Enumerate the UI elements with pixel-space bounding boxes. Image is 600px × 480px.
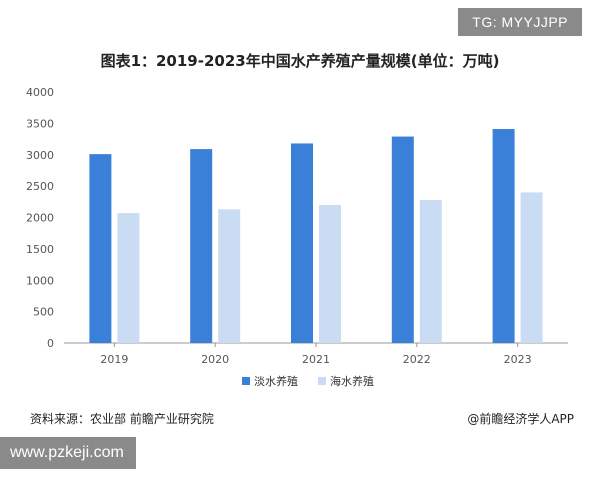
x-tick-label: 2019 xyxy=(100,353,128,366)
bar-freshwater-2022 xyxy=(391,136,414,343)
x-tick-label: 2020 xyxy=(201,353,229,366)
bar-seawater-2022 xyxy=(419,199,442,343)
y-tick-label: 1000 xyxy=(26,274,54,287)
bar-seawater-2021 xyxy=(319,204,341,343)
site-watermark: www.pzkeji.com xyxy=(0,437,136,469)
y-tick-label: 3000 xyxy=(26,149,54,162)
y-tick-label: 4000 xyxy=(26,86,54,99)
bar-chart: 0 500 1000 1500 2000 2500 3000 3500 4000 2019 2020… xyxy=(26,86,568,388)
legend-swatch-0 xyxy=(242,377,250,385)
y-tick-label: 0 xyxy=(47,337,54,350)
bar-freshwater-2021 xyxy=(291,143,313,343)
legend-label-1: 海水养殖 xyxy=(330,374,374,388)
credit-note: @前瞻经济学人APP xyxy=(467,412,574,426)
x-tick-label: 2022 xyxy=(403,353,431,366)
y-tick-label: 500 xyxy=(33,306,54,319)
bar-freshwater-2023 xyxy=(492,129,515,343)
bar-seawater-2019 xyxy=(117,213,140,343)
bar-freshwater-2019 xyxy=(89,154,112,343)
bar-seawater-2023 xyxy=(520,192,543,343)
chart-title: 图表1：2019-2023年中国水产养殖产量规模(单位：万吨) xyxy=(100,52,500,70)
x-tick-label: 2021 xyxy=(302,353,330,366)
y-tick-label: 3500 xyxy=(26,117,54,130)
legend-label-0: 淡水养殖 xyxy=(254,374,298,388)
bar-freshwater-2020 xyxy=(190,149,213,343)
y-tick-label: 2000 xyxy=(26,212,54,225)
y-tick-label: 1500 xyxy=(26,243,54,256)
source-note: 资料来源：农业部 前瞻产业研究院 xyxy=(30,412,214,426)
legend-swatch-1 xyxy=(318,377,326,385)
bar-seawater-2020 xyxy=(218,209,241,343)
x-tick-label: 2023 xyxy=(504,353,532,366)
y-tick-label: 2500 xyxy=(26,180,54,193)
tg-tag: TG: MYYJJPP xyxy=(458,8,582,36)
